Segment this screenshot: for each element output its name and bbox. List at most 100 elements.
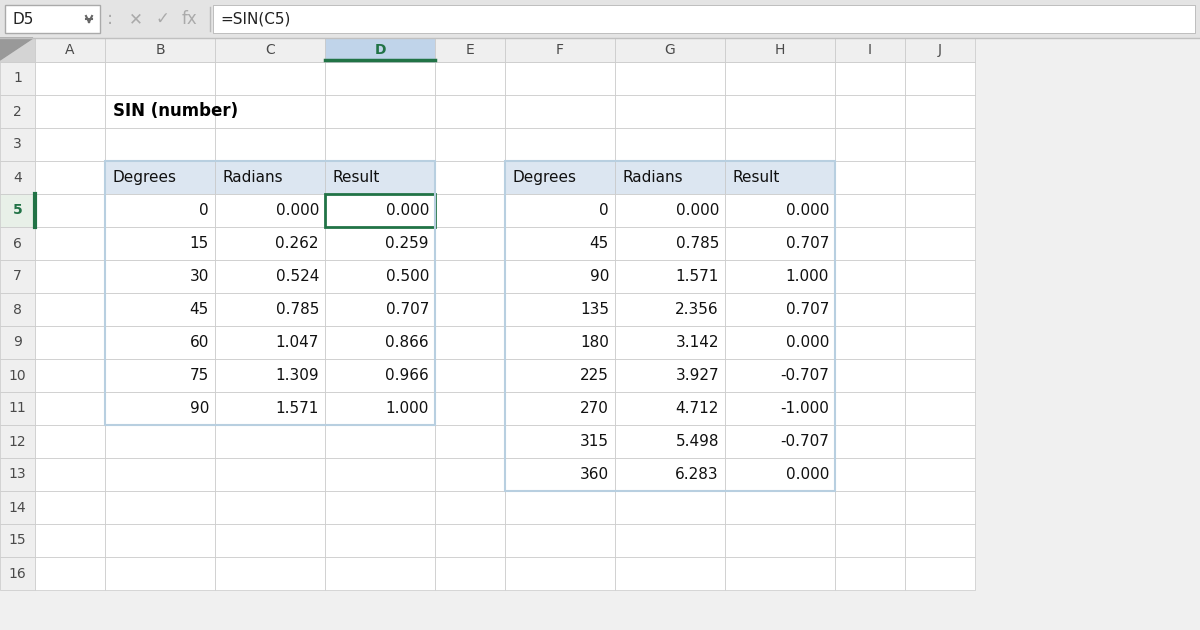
Bar: [215, 293, 325, 326]
Bar: [325, 161, 436, 194]
Text: I: I: [868, 43, 872, 57]
Text: ✓: ✓: [155, 10, 169, 28]
Bar: [215, 491, 325, 524]
Text: 0.000: 0.000: [786, 335, 829, 350]
Bar: [505, 194, 616, 227]
Bar: [0, 293, 35, 326]
Bar: [616, 260, 725, 293]
Bar: [725, 458, 835, 491]
Bar: [835, 458, 905, 491]
Text: D5: D5: [13, 11, 35, 26]
Bar: [0, 557, 35, 590]
Bar: [106, 161, 215, 194]
Bar: [325, 359, 436, 392]
Bar: [505, 260, 616, 293]
Text: 15: 15: [8, 534, 26, 547]
Bar: [616, 491, 725, 524]
Bar: [325, 194, 436, 227]
Text: 1.571: 1.571: [676, 269, 719, 284]
Bar: [215, 392, 325, 425]
Bar: [505, 38, 616, 62]
Text: SIN (number): SIN (number): [113, 103, 238, 120]
Bar: [436, 128, 505, 161]
Bar: [725, 425, 835, 458]
Bar: [0, 227, 35, 260]
Bar: [835, 95, 905, 128]
Bar: [215, 392, 325, 425]
Text: 0.785: 0.785: [276, 302, 319, 317]
Bar: [215, 161, 325, 194]
Text: 1: 1: [13, 71, 22, 86]
Bar: [214, 5, 1195, 33]
Bar: [505, 227, 616, 260]
Bar: [905, 293, 974, 326]
Bar: [106, 95, 215, 128]
Text: 270: 270: [580, 401, 610, 416]
Bar: [106, 491, 215, 524]
Text: 0.000: 0.000: [385, 203, 430, 218]
Text: 0.000: 0.000: [676, 203, 719, 218]
Bar: [106, 326, 215, 359]
Bar: [505, 392, 616, 425]
Bar: [35, 293, 106, 326]
Bar: [35, 524, 106, 557]
Bar: [905, 194, 974, 227]
Text: =SIN(C5): =SIN(C5): [220, 11, 290, 26]
Bar: [905, 227, 974, 260]
Bar: [0, 194, 35, 227]
Bar: [505, 161, 835, 491]
Text: 0.500: 0.500: [385, 269, 430, 284]
Bar: [616, 293, 725, 326]
Bar: [215, 38, 325, 62]
Text: C: C: [265, 43, 275, 57]
Text: 1.571: 1.571: [276, 401, 319, 416]
Bar: [725, 425, 835, 458]
Bar: [616, 326, 725, 359]
Text: 0: 0: [599, 203, 610, 218]
Bar: [0, 62, 35, 95]
Bar: [106, 392, 215, 425]
Text: 60: 60: [190, 335, 209, 350]
Bar: [505, 293, 616, 326]
Text: Result: Result: [334, 170, 380, 185]
Bar: [325, 62, 436, 95]
Bar: [0, 326, 35, 359]
Text: 15: 15: [190, 236, 209, 251]
Text: Result: Result: [733, 170, 780, 185]
Bar: [215, 260, 325, 293]
Bar: [505, 293, 616, 326]
Text: J: J: [938, 43, 942, 57]
Text: 0.866: 0.866: [385, 335, 430, 350]
Bar: [35, 194, 106, 227]
Bar: [725, 194, 835, 227]
Bar: [0, 161, 35, 194]
Bar: [505, 458, 616, 491]
Text: 0.262: 0.262: [276, 236, 319, 251]
Bar: [325, 458, 436, 491]
Text: 8: 8: [13, 302, 22, 316]
Bar: [905, 128, 974, 161]
Bar: [35, 227, 106, 260]
Bar: [436, 326, 505, 359]
Text: :: :: [107, 10, 113, 28]
Text: A: A: [65, 43, 74, 57]
Bar: [905, 326, 974, 359]
Text: H: H: [775, 43, 785, 57]
Text: 7: 7: [13, 270, 22, 284]
Bar: [35, 326, 106, 359]
Bar: [325, 95, 436, 128]
Text: 4: 4: [13, 171, 22, 185]
Bar: [505, 524, 616, 557]
Bar: [215, 293, 325, 326]
Bar: [0, 359, 35, 392]
Bar: [35, 425, 106, 458]
Bar: [616, 425, 725, 458]
Text: 75: 75: [190, 368, 209, 383]
Bar: [215, 62, 325, 95]
Text: 5: 5: [13, 203, 23, 217]
Text: 0.966: 0.966: [385, 368, 430, 383]
Text: 0.707: 0.707: [385, 302, 430, 317]
Text: -0.707: -0.707: [780, 368, 829, 383]
Bar: [725, 359, 835, 392]
Bar: [616, 227, 725, 260]
